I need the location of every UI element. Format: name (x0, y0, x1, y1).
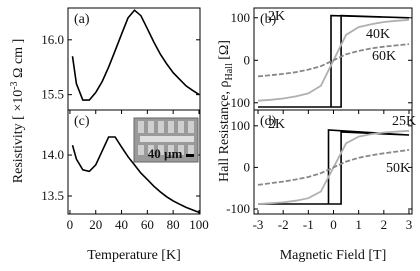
y-tick-label: 16.0 (41, 32, 64, 47)
inset-pad (158, 145, 164, 155)
y-tick-label: 15.5 (41, 87, 64, 102)
data-line (71, 9, 200, 101)
data-line (258, 129, 410, 205)
x-tick-label: 40 (115, 217, 128, 232)
x-tick-label: 0 (330, 217, 337, 232)
series-label: 2K (268, 117, 285, 132)
x-axis-label: Magnetic Field [T] (280, 248, 387, 263)
x-tick-label: 1 (355, 217, 362, 232)
x-tick-label: 20 (89, 217, 102, 232)
x-tick-label: 80 (167, 217, 180, 232)
y-tick-label: 14.0 (41, 147, 64, 162)
panel-label: (b) (260, 12, 277, 27)
y-tick-label: -100 (226, 201, 250, 216)
y-tick-label: 0 (244, 52, 251, 67)
inset-pad (138, 121, 144, 133)
panel-label: (a) (74, 12, 90, 27)
inset-label: 40 µm (148, 146, 183, 161)
inset-pad (158, 121, 164, 133)
x-tick-label: 100 (189, 217, 209, 232)
y-tick-label: 100 (231, 10, 251, 25)
inset-pad (148, 121, 154, 133)
y-label-unit: [Ω] (217, 40, 232, 63)
x-tick-label: -3 (253, 217, 264, 232)
series-label: 60K (372, 49, 396, 64)
series-label: 25K (392, 114, 416, 129)
data-line (258, 14, 410, 108)
inset-pad (168, 121, 174, 133)
y-label-text: Hall Resistance, ρ (217, 80, 232, 181)
y-tick-label: 13.5 (41, 188, 64, 203)
x-tick-label: -2 (278, 217, 289, 232)
data-line (71, 136, 200, 214)
inset-pad (188, 121, 194, 133)
panel-label: (d) (260, 114, 277, 129)
y-tick-label: 100 (231, 118, 251, 133)
panel-label: (c) (74, 114, 90, 129)
plot-frame (253, 109, 413, 215)
y-label-sub: Hall (224, 63, 235, 80)
y-label-unit: Ω cm ] (11, 39, 26, 82)
inset-pad (138, 145, 144, 155)
y-tick-label: 0 (244, 159, 251, 174)
inset-pad (148, 145, 154, 155)
inset-pad (178, 121, 184, 133)
scale-bar (186, 154, 194, 157)
x-tick-label: 3 (406, 217, 413, 232)
x-tick-label: 60 (141, 217, 154, 232)
x-tick-label: 0 (67, 217, 74, 232)
series-label: 50K (386, 161, 410, 176)
data-line (257, 149, 410, 186)
y-axis-label: Hall Resistance, ρHall [Ω] (217, 40, 235, 182)
inset-pad (188, 145, 194, 155)
x-axis-label: Temperature [K] (87, 248, 180, 263)
series-label: 40K (366, 27, 390, 42)
inset-pad (168, 145, 174, 155)
y-axis-label: Resistivity [ ×10-3 Ω cm ] (9, 39, 26, 183)
inset-bar (140, 136, 194, 142)
plot-frame (67, 109, 201, 215)
inset-pad (178, 145, 184, 155)
y-label-sup: -3 (9, 81, 20, 89)
y-tick-label: -100 (226, 95, 250, 110)
y-label-text: Resistivity [ ×10 (11, 90, 26, 183)
x-tick-label: 2 (381, 217, 388, 232)
data-line (257, 43, 410, 78)
series-label: 2K (268, 9, 285, 24)
x-tick-label: -1 (303, 217, 314, 232)
